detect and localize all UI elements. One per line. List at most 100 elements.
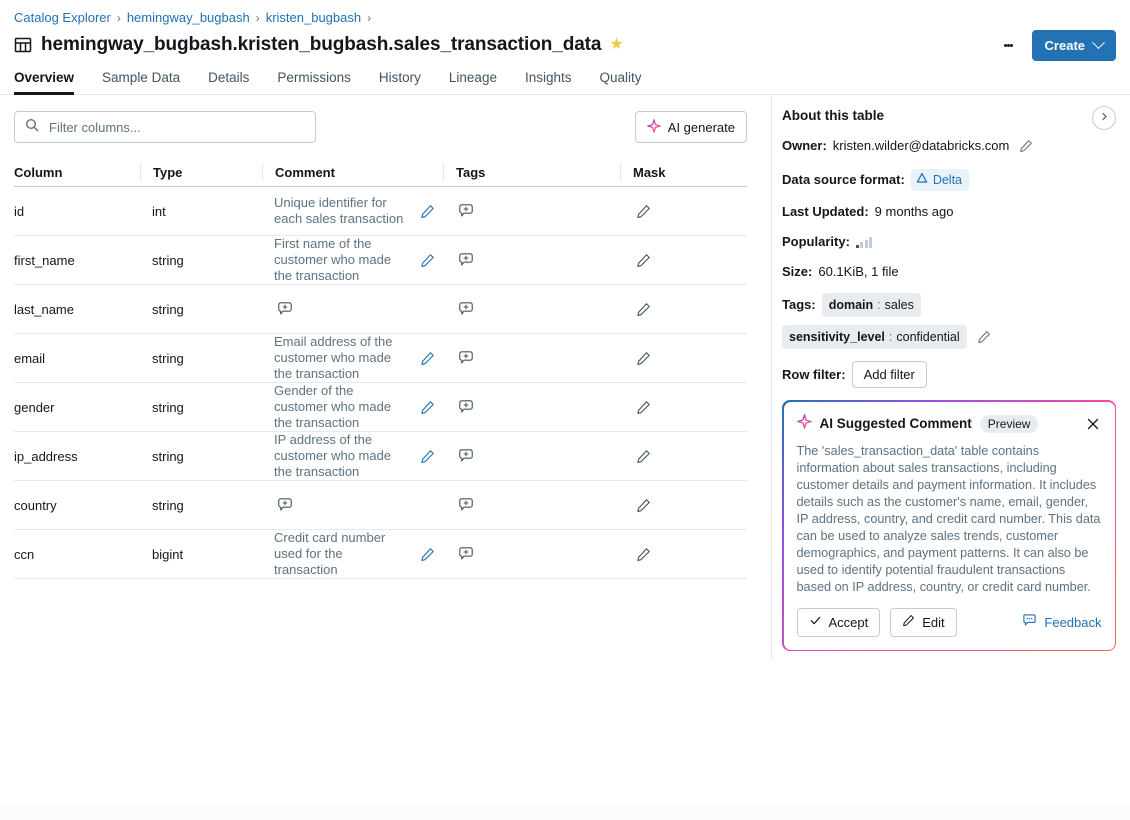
add-tag-icon[interactable] — [455, 396, 477, 418]
owner-label: Owner: — [782, 138, 827, 153]
add-tag-icon[interactable] — [455, 249, 477, 271]
edit-tags-pencil-icon[interactable] — [973, 326, 995, 348]
tab-details[interactable]: Details — [208, 70, 250, 85]
edit-mask-pencil-icon[interactable] — [632, 445, 654, 467]
size-value: 60.1KiB, 1 file — [818, 264, 899, 279]
column-header-tags[interactable]: Tags — [443, 163, 620, 181]
cell-mask — [620, 543, 747, 565]
tag-key: sensitivity_level — [789, 330, 885, 344]
close-icon[interactable] — [1084, 415, 1102, 433]
add-tag-icon[interactable] — [455, 298, 477, 320]
cell-comment: First name of the customer who made the … — [262, 236, 443, 284]
ai-panel-actions: Accept Edit — [796, 607, 1102, 637]
create-button[interactable]: Create — [1031, 29, 1116, 61]
edit-mask-pencil-icon[interactable] — [632, 347, 654, 369]
tag-value: confidential — [896, 330, 960, 344]
edit-comment-pencil-icon[interactable] — [416, 347, 438, 369]
tab-sample-data[interactable]: Sample Data — [102, 70, 181, 85]
comment-text: First name of the customer who made the … — [274, 236, 392, 283]
filter-columns-input[interactable] — [47, 118, 305, 136]
edit-mask-pencil-icon[interactable] — [632, 298, 654, 320]
column-header-mask[interactable]: Mask — [620, 163, 747, 181]
popularity-label: Popularity: — [782, 234, 850, 249]
edit-comment-pencil-icon[interactable] — [416, 543, 438, 565]
add-tag-icon[interactable] — [455, 445, 477, 467]
edit-comment-pencil-icon[interactable] — [416, 445, 438, 467]
tags-row: Tags: domain : sales — [782, 293, 1116, 317]
tag-chip-domain[interactable]: domain : sales — [821, 293, 921, 317]
expand-panel-button[interactable] — [1092, 106, 1116, 130]
ai-generate-button[interactable]: AI generate — [634, 111, 747, 143]
feedback-label: Feedback — [1044, 614, 1102, 630]
breadcrumb-separator: › — [367, 11, 372, 25]
feedback-button[interactable]: Feedback — [1022, 613, 1102, 631]
cell-column-type: string — [152, 497, 184, 513]
add-comment-icon[interactable] — [274, 494, 296, 516]
ai-suggested-comment-panel: AI Suggested Comment Preview The 'sales_… — [782, 400, 1116, 651]
breadcrumb-item-hemingway-bugbash[interactable]: hemingway_bugbash — [126, 10, 250, 25]
edit-owner-pencil-icon[interactable] — [1015, 135, 1037, 157]
filter-columns-field[interactable] — [14, 111, 316, 143]
cell-mask — [620, 494, 747, 516]
cell-column-name: gender — [14, 399, 55, 415]
column-header-comment[interactable]: Comment — [262, 163, 443, 181]
tab-lineage[interactable]: Lineage — [448, 70, 497, 85]
table-row: email string Email address of the customer… — [14, 334, 747, 383]
tag-value: sales — [884, 298, 914, 312]
row-filter-row: Row filter: Add filter — [782, 361, 1116, 388]
tab-bar: Overview Sample Data Details Permissions… — [0, 66, 1130, 95]
columns-panel: AI generate Column Type Comment Tags Mas… — [0, 96, 771, 820]
cell-tags — [443, 298, 620, 320]
last-updated-value: 9 months ago — [874, 204, 954, 219]
tab-history[interactable]: History — [378, 70, 421, 85]
panel-divider — [771, 96, 772, 660]
cell-mask — [620, 347, 747, 369]
table-row: ccn bigint Credit card number used for the… — [14, 530, 747, 579]
cell-column-name: ip_address — [14, 448, 78, 464]
table-icon — [14, 36, 32, 54]
tag-chip-sensitivity-level[interactable]: sensitivity_level : confidential — [782, 325, 967, 349]
add-tag-icon[interactable] — [455, 494, 477, 516]
comment-text: Credit card number used for the transact… — [274, 530, 386, 577]
add-tag-icon[interactable] — [455, 347, 477, 369]
cell-column-type: bigint — [152, 546, 184, 562]
add-tag-icon[interactable] — [455, 200, 477, 222]
about-panel: About this table Owner: kristen.wilder@d… — [772, 96, 1130, 820]
add-tag-icon[interactable] — [455, 543, 477, 565]
popularity-row: Popularity: — [782, 233, 1116, 251]
delta-format-badge: Delta — [910, 169, 969, 191]
breadcrumb-separator: › — [116, 11, 121, 25]
edit-mask-pencil-icon[interactable] — [632, 494, 654, 516]
tab-permissions[interactable]: Permissions — [277, 70, 351, 85]
more-options-button[interactable] — [996, 32, 1022, 58]
edit-mask-pencil-icon[interactable] — [632, 200, 654, 222]
tab-quality[interactable]: Quality — [599, 70, 642, 85]
edit-button[interactable]: Edit — [890, 607, 957, 637]
tab-overview[interactable]: Overview — [14, 70, 75, 95]
accept-button[interactable]: Accept — [796, 607, 881, 637]
edit-mask-pencil-icon[interactable] — [632, 396, 654, 418]
check-icon — [809, 614, 822, 630]
cell-comment: Email address of the customer who made t… — [262, 334, 443, 382]
add-filter-button[interactable]: Add filter — [851, 361, 927, 388]
breadcrumb-item-catalog-explorer[interactable]: Catalog Explorer — [14, 10, 111, 25]
favorite-star-icon[interactable]: ★ — [609, 36, 624, 53]
edit-mask-pencil-icon[interactable] — [632, 543, 654, 565]
column-header-type[interactable]: Type — [140, 163, 262, 181]
edit-mask-pencil-icon[interactable] — [632, 249, 654, 271]
breadcrumb-item-kristen-bugbash[interactable]: kristen_bugbash — [265, 10, 362, 25]
edit-comment-pencil-icon[interactable] — [416, 396, 438, 418]
tag-key: domain — [828, 298, 874, 312]
ai-suggested-comment-text: The 'sales_transaction_data' table conta… — [796, 443, 1101, 594]
edit-comment-pencil-icon[interactable] — [416, 200, 438, 222]
add-comment-icon[interactable] — [274, 298, 296, 320]
column-header-column[interactable]: Column — [14, 164, 63, 180]
cell-comment: IP address of the customer who made the … — [262, 432, 443, 480]
page-title: hemingway_bugbash.kristen_bugbash.sales_… — [41, 34, 602, 55]
cell-tags — [443, 249, 620, 271]
edit-comment-pencil-icon[interactable] — [416, 249, 438, 271]
cell-column-name: email — [14, 350, 46, 366]
owner-value: kristen.wilder@databricks.com — [832, 138, 1010, 153]
tab-insights[interactable]: Insights — [524, 70, 572, 85]
